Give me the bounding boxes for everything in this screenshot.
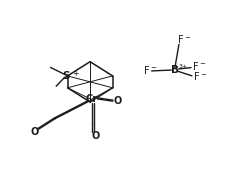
Text: −: − (199, 61, 205, 67)
Text: Cr: Cr (86, 94, 98, 104)
Text: F: F (178, 36, 184, 45)
Text: −: − (150, 65, 156, 71)
Text: F: F (144, 66, 150, 76)
Text: −: − (184, 35, 190, 41)
Text: O: O (92, 131, 100, 140)
Text: O: O (31, 127, 39, 137)
Text: F: F (194, 72, 200, 82)
Text: B: B (171, 65, 179, 75)
Text: −: − (200, 72, 206, 78)
Text: O: O (114, 96, 122, 106)
Text: 3+: 3+ (178, 64, 187, 68)
Text: +: + (72, 68, 78, 78)
Text: F: F (193, 62, 199, 71)
Text: S: S (62, 71, 69, 81)
